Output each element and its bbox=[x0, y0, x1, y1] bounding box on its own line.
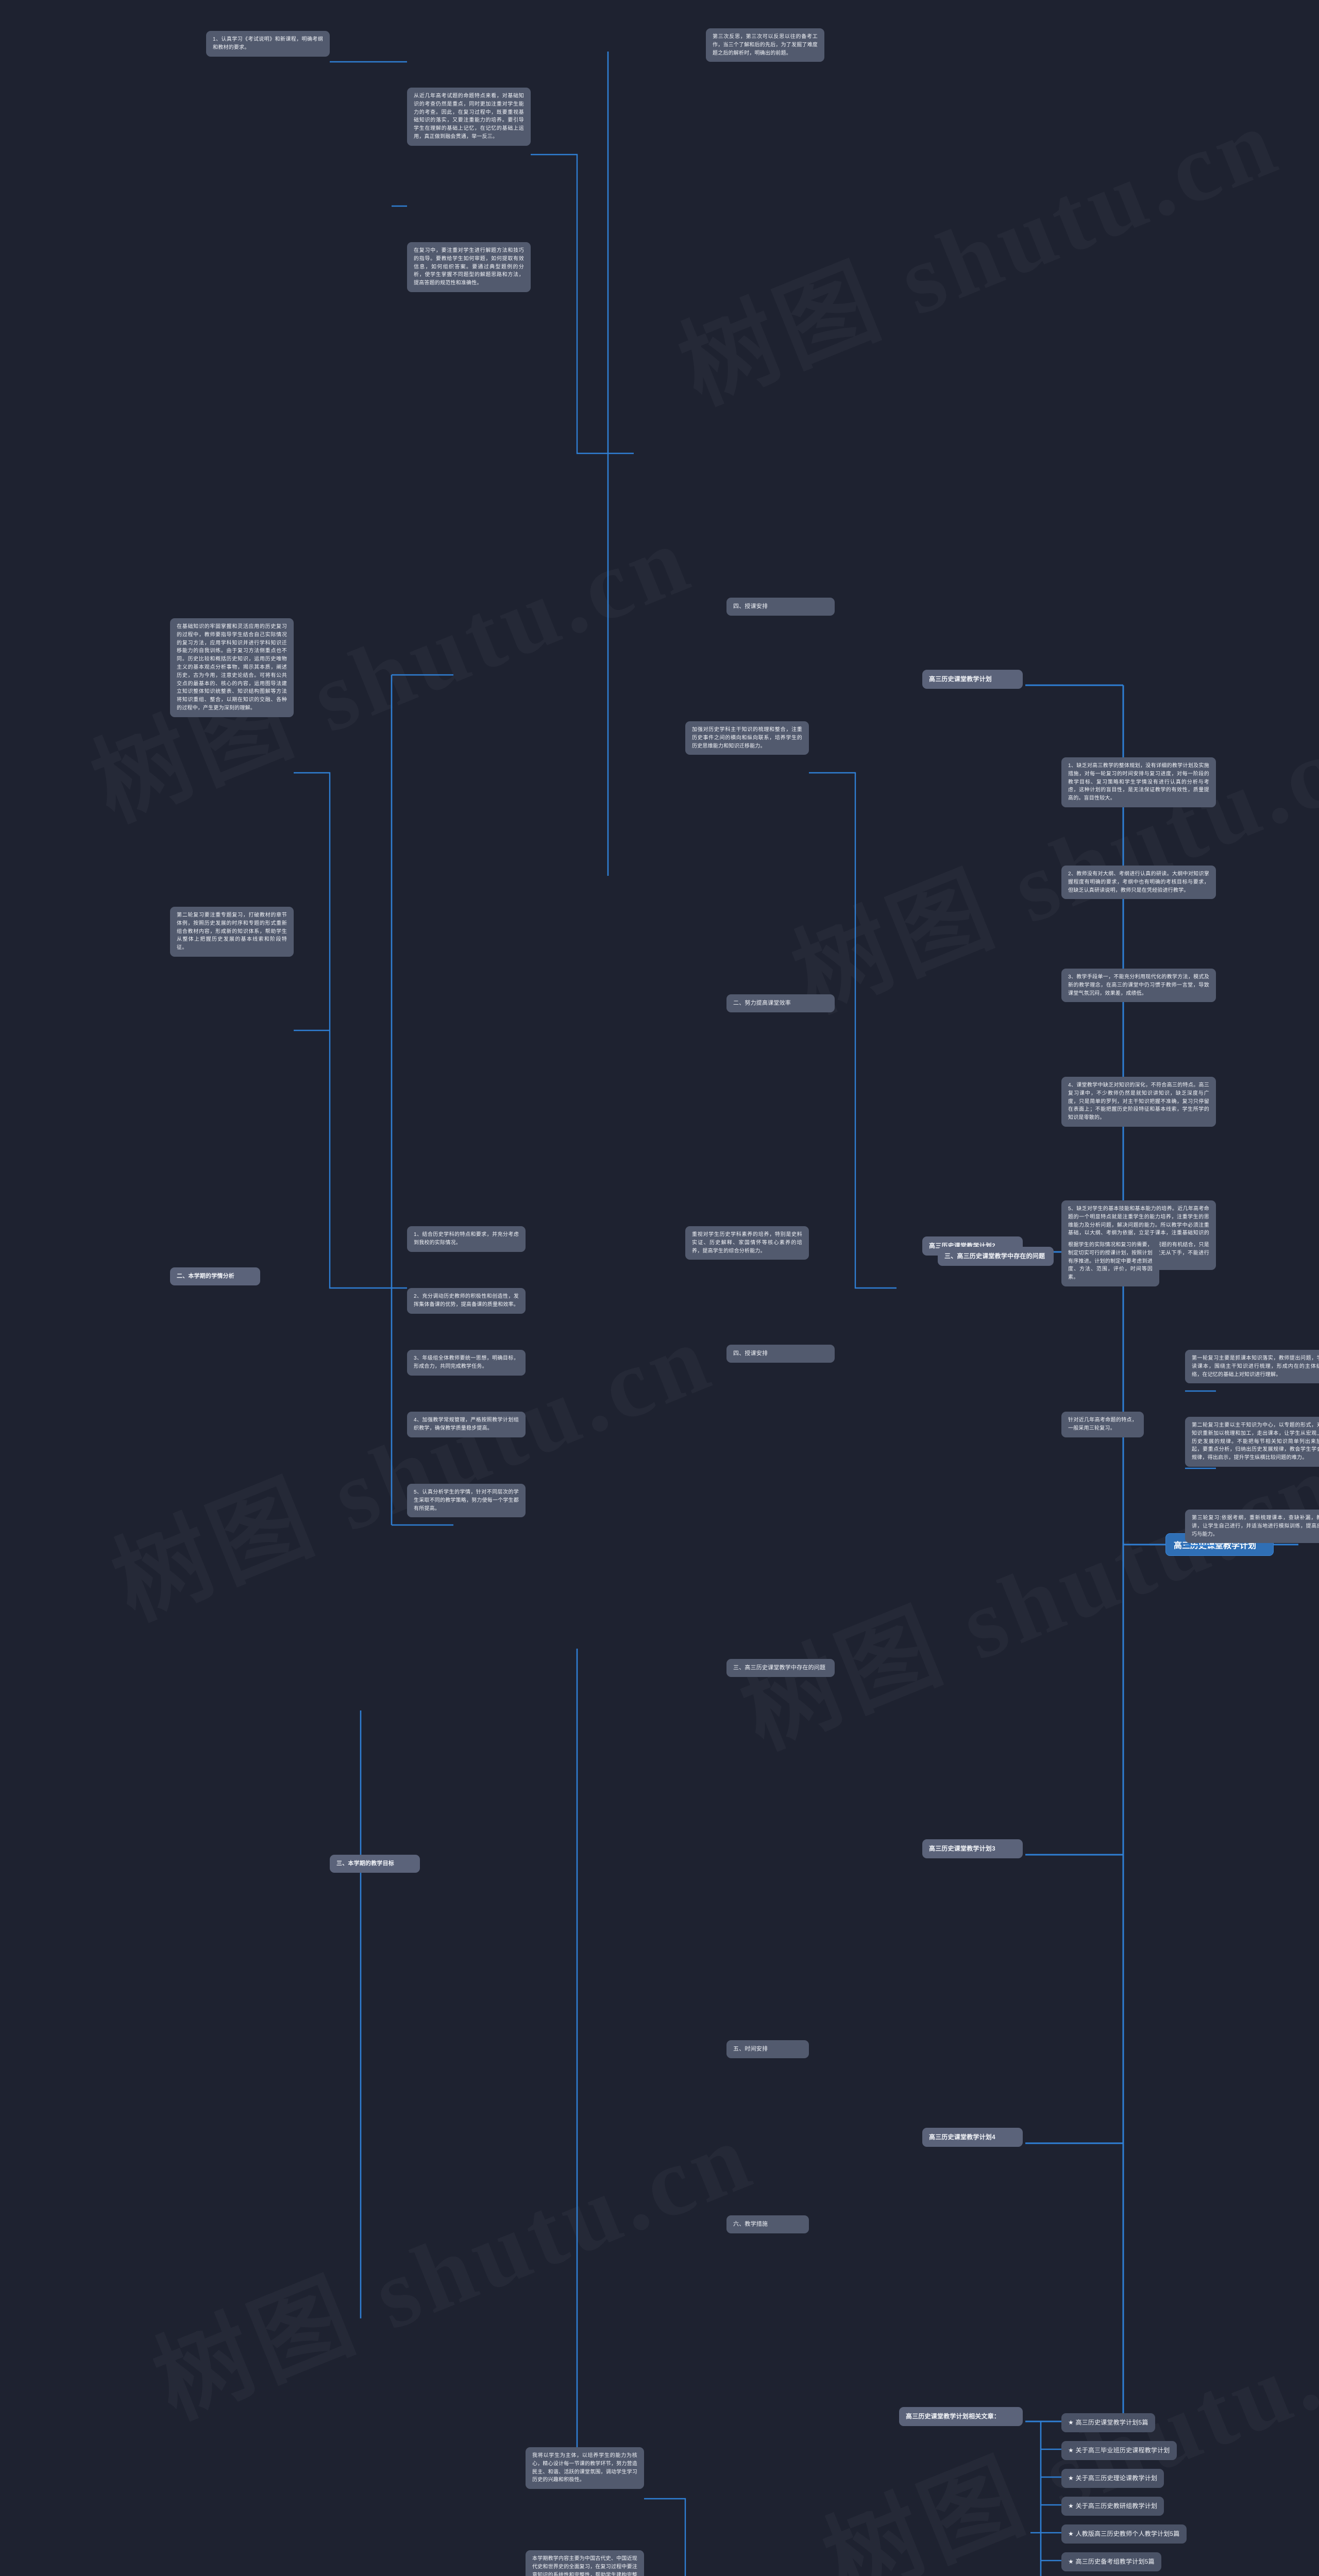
node-left-mid-3[interactable]: 3、年级组全体教师要统一思想，明确目标，形成合力，共同完成教学任务。 bbox=[407, 1350, 526, 1376]
node-s3-4[interactable]: 4、课堂教学中缺乏对知识的深化，不符合高三的特点。高三复习课中，不少教师仍然是就… bbox=[1061, 1077, 1216, 1127]
node-left-top-1[interactable]: 1、认真学习《考试说明》和新课程，明确考纲和教材的要求。 bbox=[206, 31, 330, 57]
related-article-item[interactable]: ★ 人教版高三历史教师个人教学计划5篇 bbox=[1061, 2524, 1187, 2544]
node-left-b2-1[interactable]: 我将以学生为主体，以培养学生的能力为核心，精心设计每一节课的教学环节，努力营造民… bbox=[526, 2447, 644, 2489]
label-problems[interactable]: 三、高三历史课堂教学中存在的问题 bbox=[938, 1247, 1054, 1266]
watermark: 树图 shutu.cn bbox=[769, 670, 1319, 1038]
related-article-item[interactable]: ★ 关于高三历史理论课教学计划 bbox=[1061, 2469, 1164, 2488]
node-round-3[interactable]: 第三轮复习:依据考纲，重新梳理课本，查缺补漏，教师少讲，让学生自己进行，并适当地… bbox=[1185, 1510, 1319, 1544]
node-left-e[interactable]: 加强对历史学科主干知识的梳理和整合，注重历史事件之间的横向和纵向联系，培养学生的… bbox=[685, 721, 809, 755]
node-round-2[interactable]: 第二轮复习主要以主干知识为中心，以专题的形式，对历史知识重新加以梳理和加工，走出… bbox=[1185, 1417, 1319, 1467]
node-round-note[interactable]: 针对近几年高考命题的特点，一般采用三轮复习。 bbox=[1061, 1412, 1144, 1437]
section-label-problems[interactable]: 三、高三历史课堂教学中存在的问题 bbox=[726, 1659, 835, 1677]
node-round-1[interactable]: 第一轮复习主要是抓课本知识落实，教师提出问题，学生详读课本，围绕主干知识进行梳理… bbox=[1185, 1350, 1319, 1384]
related-article-item[interactable]: ★ 关于高三毕业班历史课程教学计划 bbox=[1061, 2441, 1177, 2460]
node-shouke-intro[interactable]: 根据学生的实际情况和复习的需要，制定切实可行的授课计划，按照计划有序推进。计划的… bbox=[1061, 1236, 1159, 1286]
section-label-zhidao[interactable]: 四、授课安排 bbox=[726, 598, 835, 616]
node-left-d[interactable]: 第二轮复习要注重专题复习，打破教材的章节体例，按照历史发展的时序和专题的形式重新… bbox=[170, 907, 294, 957]
branch-label-related[interactable]: 高三历史课堂教学计划相关文章： bbox=[899, 2407, 1023, 2426]
watermark: 树图 shutu.cn bbox=[656, 62, 1296, 430]
left-label-2[interactable]: 三、本学期的教学目标 bbox=[330, 1855, 420, 1873]
node-s3-3[interactable]: 3、教学手段单一，不能充分利用现代化的教学方法，模式及新的教学理念，在高三的课堂… bbox=[1061, 969, 1216, 1003]
node-left-a[interactable]: 从近几年高考试题的命题特点来看，对基础知识的考查仍然是重点，同时更加注重对学生能… bbox=[407, 88, 531, 146]
node-left-mid-5[interactable]: 5、认真分析学生的学情，针对不同层次的学生采取不同的教学策略，努力使每一个学生都… bbox=[407, 1484, 526, 1518]
node-left-mid-1[interactable]: 1、结合历史学科的特点和要求，并充分考虑到我校的实际情况。 bbox=[407, 1226, 526, 1252]
related-article-item[interactable]: ★ 高三历史备考组教学计划5篇 bbox=[1061, 2552, 1161, 2571]
node-left-c[interactable]: 在基础知识的牢固掌握和灵活应用的历史复习的过程中，教师要指导学生结合自己实际情况… bbox=[170, 618, 294, 717]
node-s3-1[interactable]: 1、缺乏对高三教学的整体规划，没有详细的教学计划及实施措施，对每一轮复习的时间安… bbox=[1061, 757, 1216, 807]
section-label-gongzuo[interactable]: 二、努力提高课堂效率 bbox=[726, 994, 835, 1013]
node-left-mid-2[interactable]: 2、充分调动历史教师的积极性和创造性，发挥集体备课的优势，提高备课的质量和效率。 bbox=[407, 1288, 526, 1314]
watermark: 树图 shutu.cn bbox=[89, 1278, 730, 1646]
watermark: 树图 shutu.cn bbox=[130, 2076, 771, 2445]
node-s3-2[interactable]: 2、教师没有对大纲、考纲进行认真的研读。大纲中对知识掌握程度有明确的要求，考纲中… bbox=[1061, 866, 1216, 900]
section-label-time[interactable]: 五、时间安排 bbox=[726, 2040, 809, 2059]
node-left-b[interactable]: 在复习中，要注重对学生进行解题方法和技巧的指导。要教给学生如何审题，如何提取有效… bbox=[407, 242, 531, 292]
section-label-shouke[interactable]: 四、授课安排 bbox=[726, 1345, 835, 1363]
node-left-top-2[interactable]: 第三次反思，第三次可以反思以往的备考工作，当三个了解和后的先后，为了发掘了难度题… bbox=[706, 28, 824, 62]
branch-label-3[interactable]: 高三历史课堂教学计划3 bbox=[922, 1839, 1023, 1858]
watermark: 树图 shutu.cn bbox=[800, 2257, 1319, 2576]
watermark: 树图 shutu.cn bbox=[69, 479, 709, 848]
left-label-1[interactable]: 二、本学期的学情分析 bbox=[170, 1267, 260, 1286]
node-left-f[interactable]: 重视对学生历史学科素养的培养，特别是史料实证、历史解释、家国情怀等核心素养的培养… bbox=[685, 1226, 809, 1260]
related-article-item[interactable]: ★ 关于高三历史教研组教学计划 bbox=[1061, 2497, 1164, 2516]
related-article-item[interactable]: ★ 高三历史课堂教学计划5篇 bbox=[1061, 2413, 1155, 2432]
branch-label-1[interactable]: 高三历史课堂教学计划 bbox=[922, 670, 1023, 689]
branch-label-4[interactable]: 高三历史课堂教学计划4 bbox=[922, 2128, 1023, 2147]
node-left-b2-2[interactable]: 本学期教学内容主要为中国古代史、中国近现代史和世界史的全面复习，在复习过程中要注… bbox=[526, 2550, 644, 2576]
section-label-measures[interactable]: 六、教学措施 bbox=[726, 2215, 809, 2234]
node-left-mid-4[interactable]: 4、加强教学常规管理，严格按照教学计划组织教学，确保教学质量稳步提高。 bbox=[407, 1412, 526, 1437]
